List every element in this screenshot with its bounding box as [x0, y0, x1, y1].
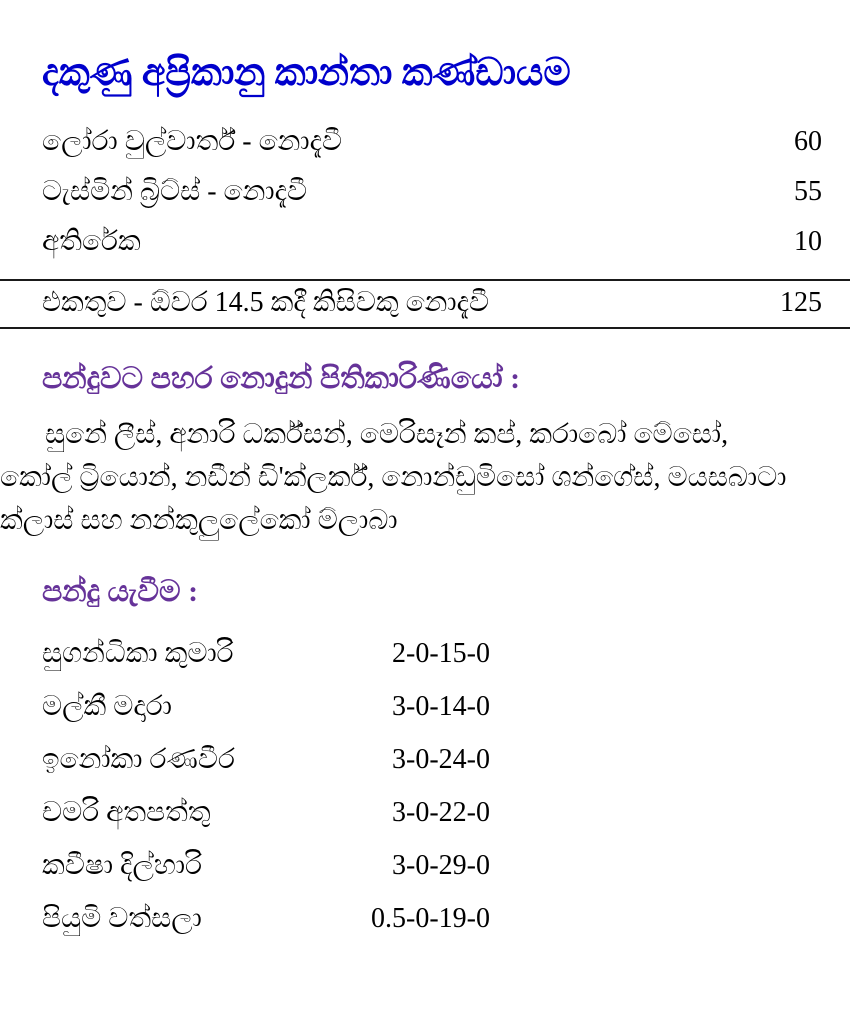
total-row: එකතුව - ඕවර 14.5 කදී කිසිවකු නොදැවී 125: [0, 286, 850, 320]
bowling-heading: පන්දු යැවීම :: [42, 574, 199, 608]
bowler-name: චමරි අතපත්තු: [42, 796, 211, 828]
page-title: දකුණු අප්‍රිකානු කාන්තා කණ්ඩායම: [42, 52, 571, 94]
batting-row: ලෝරා වුල්වාර්ත් - නොදැවී 60: [0, 124, 850, 174]
extras-label: අතිරේක: [42, 225, 141, 257]
bowling-row: සුගන්ධිකා කුමාරි 2-0-15-0: [42, 636, 490, 689]
bowling-row: ඉනෝකා රණවීර 3-0-24-0: [42, 742, 490, 795]
bowling-section: සුගන්ධිකා කුමාරි 2-0-15-0 මල්කී මදාරා 3-…: [0, 636, 850, 954]
batting-row: ටැස්මින් බ්‍රිට්ස් - නොදැවී 55: [0, 174, 850, 224]
runs-value: 55: [794, 175, 822, 207]
bowler-name: මල්කී මදාරා: [42, 690, 172, 722]
batsman-name: ටැස්මින් බ්‍රිට්ස් - නොදැවී: [42, 175, 308, 207]
bowling-figures: 3-0-29-0: [392, 849, 490, 881]
total-runs: 125: [780, 286, 822, 318]
runs-value: 60: [794, 125, 822, 157]
bowling-figures: 0.5-0-19-0: [371, 902, 490, 934]
bowling-row: කවීෂා දිල්හාරි 3-0-29-0: [42, 848, 490, 901]
did-not-bat-names: සුනේ ලීස්, අනාරි ධර්ක්සන්, මෙරිසෑන් කප්,…: [0, 418, 787, 536]
total-label: එකතුව - ඕවර 14.5 කදී කිසිවකු නොදැවී: [42, 286, 490, 318]
bowling-figures: 3-0-24-0: [392, 743, 490, 775]
did-not-bat-heading: පන්දුවට පහර නොදුන් පිතිකාරිණියෝ :: [42, 361, 521, 395]
batting-row: අතිරේක 10: [0, 224, 850, 274]
bowling-figures: 2-0-15-0: [392, 637, 490, 669]
bowler-name: කවීෂා දිල්හාරි: [42, 849, 202, 881]
batting-section: ලෝරා වුල්වාර්ත් - නොදැවී 60 ටැස්මින් බ්‍…: [0, 124, 850, 274]
total-band: එකතුව - ඕවර 14.5 කදී කිසිවකු නොදැවී 125: [0, 278, 850, 329]
batsman-name: ලෝරා වුල්වාර්ත් - නොදැවී: [42, 125, 343, 157]
scorecard-page: දකුණු අප්‍රිකානු කාන්තා කණ්ඩායම ලෝරා වුල…: [0, 50, 850, 954]
bowler-name: ඉනෝකා රණවීර: [42, 743, 235, 775]
bowling-figures: 3-0-22-0: [392, 796, 490, 828]
bowling-row: චමරි අතපත්තු 3-0-22-0: [42, 795, 490, 848]
bowling-row: මල්කී මදාරා 3-0-14-0: [42, 689, 490, 742]
bowler-name: පියුමි වත්සලා: [42, 902, 202, 934]
bowling-row: පියුමි වත්සලා 0.5-0-19-0: [42, 901, 490, 954]
bowler-name: සුගන්ධිකා කුමාරි: [42, 637, 234, 669]
runs-value: 10: [794, 225, 822, 257]
bowling-figures: 3-0-14-0: [392, 690, 490, 722]
